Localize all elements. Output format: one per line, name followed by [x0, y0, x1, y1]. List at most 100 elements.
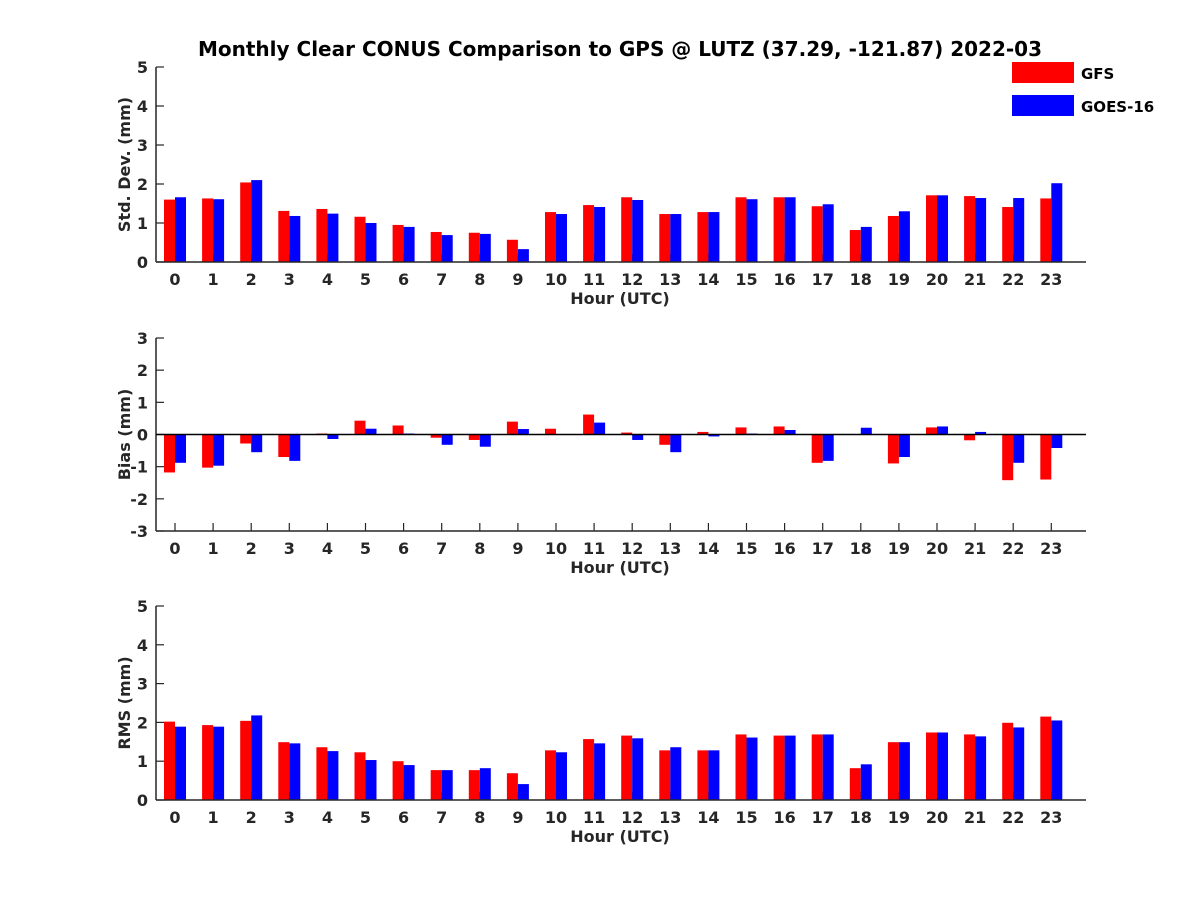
bias-bar-goes16 — [1051, 434, 1063, 449]
bias-bar-goes16 — [517, 429, 529, 435]
std-dev-bar-goes16 — [213, 199, 225, 262]
std-dev-bar-gfs — [659, 214, 671, 262]
legend-label-gfs: GFS — [1081, 65, 1114, 83]
bias-bar-gfs — [621, 432, 633, 435]
std-dev-bar-goes16 — [403, 226, 415, 262]
std-dev-bar-gfs — [849, 230, 861, 262]
rms-bar-gfs — [773, 735, 785, 800]
rms-bar-goes16 — [1051, 720, 1063, 800]
rms-bar-gfs — [811, 734, 823, 800]
std-dev-bar-gfs — [773, 197, 785, 262]
rms-bar-gfs — [964, 734, 976, 800]
std-dev-bar-gfs — [697, 212, 709, 262]
rms-bar-gfs — [278, 742, 290, 800]
bias-xtick-label: 3 — [284, 539, 295, 558]
rms-xtick-label: 2 — [246, 808, 257, 827]
std-dev-ytick-label: 1 — [137, 214, 148, 233]
rms-bar-goes16 — [175, 726, 186, 800]
bias-bar-gfs — [506, 421, 518, 435]
std-dev-ytick-label: 0 — [137, 253, 148, 272]
bias-bar-goes16 — [975, 431, 987, 435]
bias-ytick-label: -2 — [130, 490, 148, 509]
bias-bar-goes16 — [327, 434, 339, 440]
rms-xtick-label: 11 — [583, 808, 605, 827]
rms-bar-goes16 — [289, 743, 301, 800]
bias-bar-gfs — [659, 434, 671, 445]
std-dev-xtick-label: 4 — [322, 270, 333, 289]
std-dev-bar-goes16 — [898, 211, 910, 262]
rms-bar-gfs — [583, 739, 595, 800]
std-dev-bar-goes16 — [975, 198, 987, 262]
rms-bar-goes16 — [479, 768, 491, 800]
rms-bar-gfs — [316, 747, 328, 800]
rms-xtick-label: 14 — [697, 808, 719, 827]
std-dev-bar-goes16 — [708, 212, 720, 262]
rms-bar-goes16 — [556, 752, 567, 800]
std-dev-xtick-label: 7 — [436, 270, 447, 289]
rms-ytick-label: 4 — [137, 636, 148, 655]
bias-bar-goes16 — [670, 434, 682, 453]
std-dev-xtick-label: 23 — [1040, 270, 1062, 289]
std-dev-ytick-label: 2 — [137, 175, 148, 194]
bias-bar-goes16 — [822, 434, 834, 461]
rms-xtick-label: 12 — [621, 808, 643, 827]
rms-bar-gfs — [430, 770, 442, 800]
std-dev-ylabel: Std. Dev. (mm) — [115, 97, 134, 232]
rms-bar-goes16 — [441, 770, 453, 800]
rms-xtick-label: 19 — [888, 808, 910, 827]
std-dev-bar-goes16 — [937, 195, 948, 262]
bias-xtick-label: 18 — [850, 539, 872, 558]
bias-bar-goes16 — [898, 434, 910, 458]
bias-bar-goes16 — [365, 428, 377, 435]
std-dev-ytick-label: 4 — [137, 97, 148, 116]
rms-xtick-label: 8 — [474, 808, 485, 827]
std-dev-bar-gfs — [430, 231, 442, 262]
bias-ytick-label: 1 — [137, 393, 148, 412]
std-dev-bar-goes16 — [365, 223, 377, 262]
bias-xtick-label: 12 — [621, 539, 643, 558]
bias-xtick-label: 10 — [545, 539, 567, 558]
rms-bar-gfs — [354, 752, 366, 800]
bias-xlabel: Hour (UTC) — [570, 558, 670, 577]
rms-xtick-label: 6 — [398, 808, 409, 827]
bias-bar-goes16 — [784, 429, 796, 435]
std-dev-bar-goes16 — [594, 207, 606, 262]
std-dev-xtick-label: 21 — [964, 270, 986, 289]
bias-xtick-label: 4 — [322, 539, 333, 558]
bias-bar-gfs — [354, 420, 366, 435]
bias-xtick-label: 19 — [888, 539, 910, 558]
rms-bar-gfs — [164, 721, 175, 800]
std-dev-bar-goes16 — [860, 226, 872, 262]
rms-xtick-label: 0 — [169, 808, 180, 827]
bias-bar-gfs — [164, 434, 175, 473]
std-dev-bar-gfs — [202, 198, 214, 262]
std-dev-ytick-label: 5 — [137, 58, 148, 77]
std-dev-bar-goes16 — [479, 233, 491, 262]
std-dev-ytick-label: 3 — [137, 136, 148, 155]
bias-bar-goes16 — [289, 434, 301, 461]
std-dev-xtick-label: 5 — [360, 270, 371, 289]
std-dev-xtick-label: 3 — [284, 270, 295, 289]
bias-bar-gfs — [735, 427, 747, 435]
std-dev-bar-goes16 — [784, 197, 796, 262]
bias-xtick-label: 2 — [246, 539, 257, 558]
bias-xtick-label: 20 — [926, 539, 948, 558]
rms-bar-goes16 — [365, 760, 377, 800]
rms-ytick-label: 5 — [137, 597, 148, 616]
bias-xtick-label: 5 — [360, 539, 371, 558]
rms-bar-goes16 — [1013, 727, 1025, 800]
std-dev-xtick-label: 8 — [474, 270, 485, 289]
bias-ytick-label: 2 — [137, 361, 148, 380]
bias-bar-gfs — [926, 427, 937, 435]
rms-xtick-label: 17 — [812, 808, 834, 827]
rms-xtick-label: 1 — [208, 808, 219, 827]
bias-ytick-label: -3 — [130, 522, 148, 541]
rms-bar-goes16 — [898, 742, 910, 800]
std-dev-bar-gfs — [316, 208, 328, 262]
rms-bar-gfs — [887, 742, 899, 800]
std-dev-bar-goes16 — [556, 214, 567, 262]
rms-xtick-label: 13 — [659, 808, 681, 827]
std-dev-bar-goes16 — [670, 214, 682, 262]
